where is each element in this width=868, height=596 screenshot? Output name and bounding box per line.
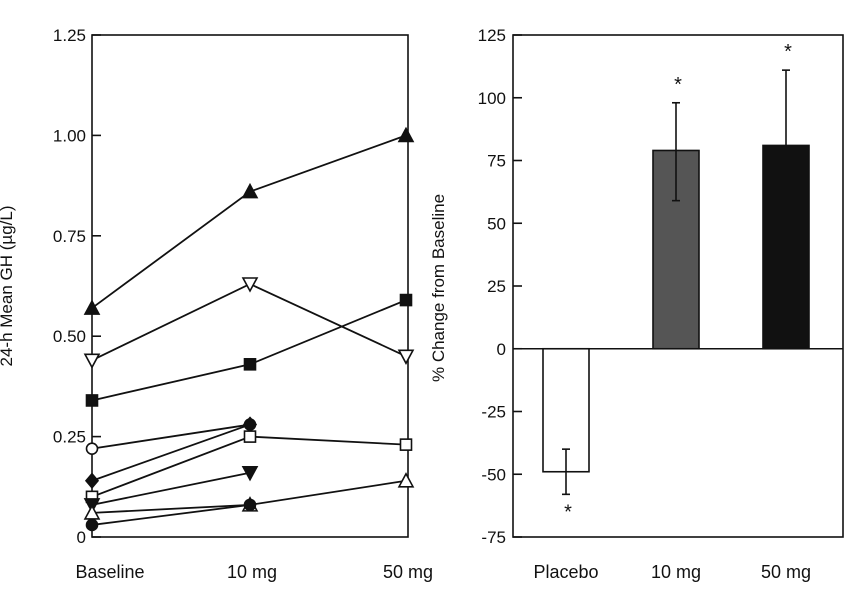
series-line-8	[91, 503, 251, 526]
left-y-tick-label: 1.25	[53, 26, 86, 45]
series-line-3	[91, 423, 251, 450]
series-marker-square-open	[399, 438, 413, 451]
significance-star-0: *	[564, 501, 572, 523]
left-y-tick-label: 1.00	[53, 126, 86, 145]
series-marker-square-filled	[85, 394, 99, 407]
left-y-tick-label: 0.75	[53, 227, 86, 246]
series-marker-square-filled	[243, 358, 257, 371]
series-marker-square-filled	[399, 293, 413, 307]
left-x-label: Baseline	[75, 562, 144, 582]
series-marker-triangle-filled	[83, 299, 101, 315]
left-y-ticks: 0 0.25 0.50 0.75 1.00 1.25	[53, 26, 101, 547]
series-marker-circle-filled	[85, 518, 99, 532]
right-y-tick-label: -75	[481, 528, 506, 547]
right-chart-change: % Change from Baseline -75 -50 -25 0 25 50 75 1…	[429, 26, 844, 582]
left-x-label: 50 mg	[383, 562, 433, 582]
left-x-label: 10 mg	[227, 562, 277, 582]
right-bars: * * *	[542, 41, 810, 523]
right-y-tick-label: 125	[478, 26, 506, 45]
right-x-labels: Placebo 10 mg 50 mg	[533, 562, 811, 582]
left-y-tick-label: 0	[77, 528, 86, 547]
left-y-tick-label: 0.50	[53, 327, 86, 346]
series-marker-triangle-down-open	[83, 353, 101, 369]
left-y-axis-title: 24-h Mean GH (µg/L)	[0, 206, 16, 367]
series-marker-circle-filled	[243, 498, 257, 512]
series-line-2	[91, 299, 407, 402]
series-marker-triangle-down-filled	[241, 465, 259, 482]
significance-star-2: *	[784, 41, 792, 63]
series-marker-square-open	[243, 430, 257, 443]
right-x-label: Placebo	[533, 562, 598, 582]
right-y-axis-title: % Change from Baseline	[429, 194, 448, 382]
series-marker-triangle-filled	[397, 126, 415, 143]
series-marker-circle-open	[85, 442, 99, 455]
left-x-labels: Baseline 10 mg 50 mg	[75, 562, 433, 582]
right-y-tick-label: -25	[481, 403, 506, 422]
left-plot-frame	[91, 34, 409, 538]
series-marker-triangle-open	[397, 472, 415, 488]
left-y-tick-label: 0.25	[53, 428, 86, 447]
left-series-markers	[83, 126, 415, 532]
series-line-1	[91, 282, 407, 362]
series-line-6	[91, 471, 251, 506]
series-line-4	[91, 423, 251, 482]
significance-star-1: *	[674, 74, 682, 96]
right-x-label: 50 mg	[761, 562, 811, 582]
series-marker-diamond-filled	[84, 472, 100, 490]
right-x-label: 10 mg	[651, 562, 701, 582]
right-y-tick-label: 50	[487, 214, 506, 233]
bar-2	[762, 144, 810, 350]
series-marker-triangle-down-open	[397, 349, 415, 365]
series-marker-diamond-filled	[242, 416, 258, 433]
series-marker-triangle-filled	[241, 182, 259, 199]
right-y-tick-label: 0	[497, 340, 506, 359]
right-y-tick-label: 100	[478, 89, 506, 108]
right-y-tick-label: -50	[481, 465, 506, 484]
series-marker-triangle-down-open	[241, 277, 259, 293]
right-y-tick-label: 75	[487, 152, 506, 171]
right-y-ticks: -75 -50 -25 0 25 50 75 100 125	[478, 26, 522, 547]
right-y-tick-label: 25	[487, 277, 506, 296]
left-chart-ghmean: 24-h Mean GH (µg/L) 0 0.25 0.50 0.75 1.00 1.2…	[0, 26, 433, 582]
